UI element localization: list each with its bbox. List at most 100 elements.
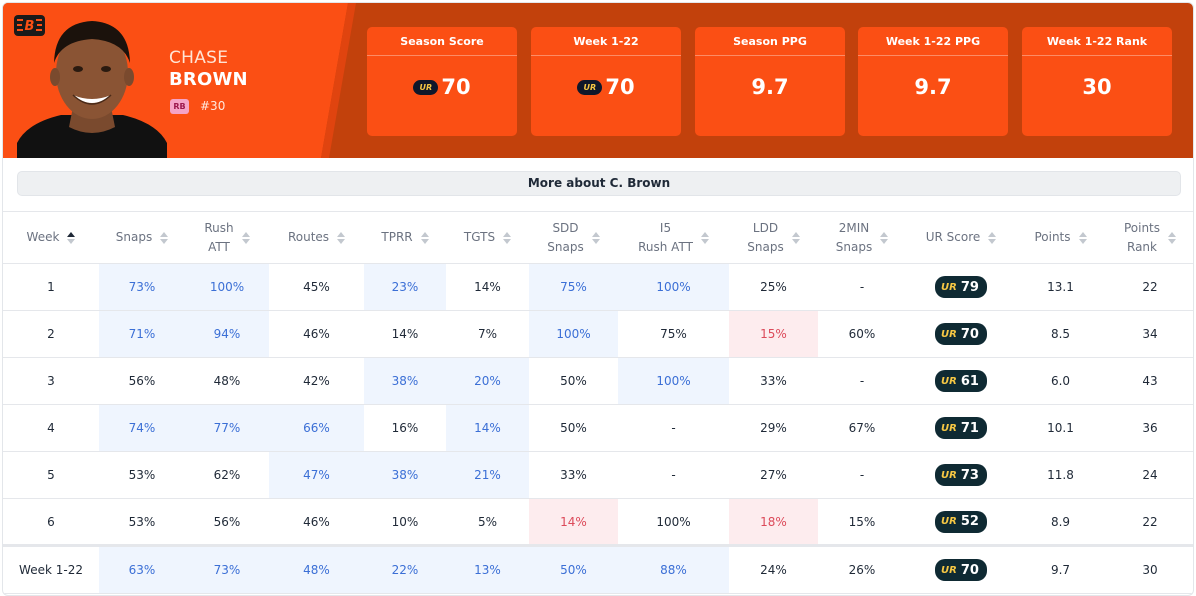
table-cell: 42% bbox=[269, 357, 364, 405]
table-cell: 13.1 bbox=[1016, 263, 1105, 311]
table-cell: 60% bbox=[818, 310, 906, 358]
column-header[interactable]: Routes bbox=[269, 211, 364, 264]
table-cell: 25% bbox=[729, 263, 818, 311]
weekly-stats-table: Week Snaps Rush ATT Routes TPRR TGTS SDD Snaps I5… bbox=[3, 211, 1193, 594]
table-cell: 73% bbox=[99, 263, 185, 311]
sort-icon[interactable] bbox=[67, 231, 76, 244]
sort-icon[interactable] bbox=[1168, 231, 1177, 244]
table-cell: UR 79 bbox=[906, 263, 1016, 311]
sort-icon[interactable] bbox=[420, 231, 429, 244]
table-cell: Week 1-22 bbox=[3, 544, 99, 594]
table-cell: - bbox=[618, 451, 729, 499]
sort-icon[interactable] bbox=[880, 231, 889, 244]
table-cell: 6.0 bbox=[1016, 357, 1105, 405]
table-cell: 7% bbox=[446, 310, 529, 358]
ur-logo-icon: UR bbox=[941, 328, 957, 340]
table-cell: 14% bbox=[529, 498, 618, 546]
sort-icon[interactable] bbox=[1078, 231, 1087, 244]
table-cell: 74% bbox=[99, 404, 185, 452]
table-cell: 71% bbox=[99, 310, 185, 358]
table-cell: 53% bbox=[99, 451, 185, 499]
table-cell: 24 bbox=[1105, 451, 1193, 499]
table-cell: 77% bbox=[185, 404, 269, 452]
table-cell: 10% bbox=[364, 498, 446, 546]
summary-label: Season Score bbox=[400, 35, 484, 48]
player-headshot bbox=[17, 21, 167, 158]
column-header[interactable]: Points Rank bbox=[1105, 211, 1193, 264]
table-cell: 30 bbox=[1105, 544, 1193, 594]
table-row: 3 56% 48% 42% 38% 20% 50% 100% 33% - UR 61 6.0 43 bbox=[3, 357, 1193, 405]
ur-score-badge: UR 70 bbox=[935, 559, 987, 581]
ur-score-badge: UR 61 bbox=[935, 370, 987, 392]
summary-box: Week 1-22 Rank 30 bbox=[1022, 27, 1172, 136]
table-cell: - bbox=[818, 451, 906, 499]
column-header[interactable]: Rush ATT bbox=[185, 211, 269, 264]
table-cell: 63% bbox=[99, 544, 185, 594]
table-cell: - bbox=[618, 404, 729, 452]
ur-score-badge: UR 70 bbox=[935, 323, 987, 345]
table-cell: 73% bbox=[185, 544, 269, 594]
ur-score-badge: UR 71 bbox=[935, 417, 987, 439]
sort-icon[interactable] bbox=[160, 231, 169, 244]
summary-box: Week 1-22 PPG 9.7 bbox=[858, 27, 1008, 136]
column-header[interactable]: UR Score bbox=[906, 211, 1016, 264]
table-cell: 100% bbox=[185, 263, 269, 311]
column-header[interactable]: 2MIN Snaps bbox=[818, 211, 906, 264]
ur-logo-icon: UR bbox=[577, 79, 603, 95]
summary-value: UR 70 bbox=[531, 75, 681, 99]
player-last-name: BROWN bbox=[169, 69, 248, 90]
table-cell: 46% bbox=[269, 310, 364, 358]
table-cell: 94% bbox=[185, 310, 269, 358]
column-header[interactable]: TPRR bbox=[364, 211, 446, 264]
summary-value: UR 70 bbox=[367, 75, 517, 99]
summary-box: Week 1-22 UR 70 bbox=[531, 27, 681, 136]
column-header[interactable]: Week bbox=[3, 211, 99, 264]
table-cell: 38% bbox=[364, 357, 446, 405]
column-header[interactable]: LDD Snaps bbox=[729, 211, 818, 264]
table-cell: 20% bbox=[446, 357, 529, 405]
sort-icon[interactable] bbox=[503, 231, 512, 244]
table-cell: 100% bbox=[618, 357, 729, 405]
table-cell: UR 70 bbox=[906, 310, 1016, 358]
summary-value: 9.7 bbox=[751, 75, 789, 99]
sort-icon[interactable] bbox=[791, 231, 800, 244]
table-cell: 22 bbox=[1105, 498, 1193, 546]
ur-score-badge: UR 79 bbox=[935, 276, 987, 298]
table-row: 5 53% 62% 47% 38% 21% 33% -27% - UR 73 11.8 24 bbox=[3, 451, 1193, 499]
column-header[interactable]: SDD Snaps bbox=[529, 211, 618, 264]
table-cell: UR 70 bbox=[906, 544, 1016, 594]
position-badge: RB bbox=[170, 99, 189, 114]
jersey-number: #30 bbox=[200, 99, 226, 113]
table-cell: 29% bbox=[729, 404, 818, 452]
table-cell: 47% bbox=[269, 451, 364, 499]
more-about-button[interactable]: More about C. Brown bbox=[17, 171, 1181, 196]
sort-icon[interactable] bbox=[591, 231, 600, 244]
table-cell: 34 bbox=[1105, 310, 1193, 358]
column-header[interactable]: Points bbox=[1016, 211, 1105, 264]
table-cell: 27% bbox=[729, 451, 818, 499]
table-cell: UR 73 bbox=[906, 451, 1016, 499]
table-cell: 48% bbox=[269, 544, 364, 594]
table-cell: 11.8 bbox=[1016, 451, 1105, 499]
column-header[interactable]: TGTS bbox=[446, 211, 529, 264]
column-header[interactable]: Snaps bbox=[99, 211, 185, 264]
ur-logo-icon: UR bbox=[941, 375, 957, 387]
table-row: 6 53% 56% 46% 10% 5% 14% 100% 18% 15% UR 52 8.9 22 bbox=[3, 498, 1193, 546]
table-cell: 14% bbox=[364, 310, 446, 358]
sort-icon[interactable] bbox=[337, 231, 346, 244]
table-cell: 48% bbox=[185, 357, 269, 405]
sort-icon[interactable] bbox=[241, 231, 250, 244]
table-row: 2 71% 94% 46% 14% 7% 100% 75% 15% 60% UR 70 8.5 34 bbox=[3, 310, 1193, 358]
column-header[interactable]: I5 Rush ATT bbox=[618, 211, 729, 264]
summary-box: Season Score UR 70 bbox=[367, 27, 517, 136]
table-cell: 100% bbox=[618, 498, 729, 546]
ur-logo-icon: UR bbox=[941, 516, 957, 527]
table-cell: 8.9 bbox=[1016, 498, 1105, 546]
table-cell: 67% bbox=[818, 404, 906, 452]
table-cell: 13% bbox=[446, 544, 529, 594]
table-cell: 43 bbox=[1105, 357, 1193, 405]
table-cell: 21% bbox=[446, 451, 529, 499]
sort-icon[interactable] bbox=[988, 231, 997, 244]
sort-icon[interactable] bbox=[700, 231, 709, 244]
